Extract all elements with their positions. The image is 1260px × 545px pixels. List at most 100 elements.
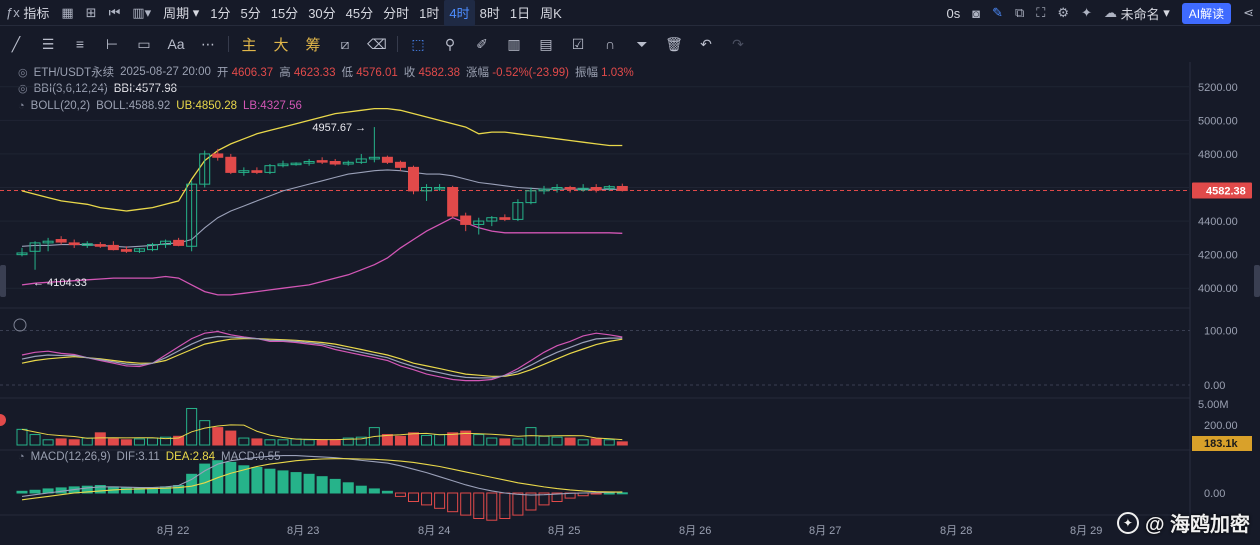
candle-body: [499, 217, 511, 220]
horizontal-line-icon[interactable]: ⊢: [105, 35, 119, 52]
period-dropdown[interactable]: 周期 ▾: [157, 0, 205, 26]
large-order-button[interactable]: 大: [273, 36, 289, 54]
volume-bar: [473, 434, 485, 446]
volume-bar: [107, 438, 119, 446]
macd-hist-bar: [29, 489, 41, 494]
layout-name-dropdown[interactable]: ☁ 未命名 ▾: [1098, 0, 1176, 26]
more-icon[interactable]: ⋯: [201, 35, 215, 52]
ai-interpret-button[interactable]: AI解读: [1181, 2, 1232, 24]
candle-type-icon[interactable]: ▥▾: [132, 4, 152, 20]
eye-icon[interactable]: ◎: [18, 66, 28, 79]
screenshot-icon[interactable]: ⧉: [1015, 5, 1025, 20]
low-marker-label: ← 4104.33: [33, 277, 87, 289]
volume-bar: [512, 438, 524, 446]
layout-name: 未命名: [1120, 6, 1160, 22]
macd-hist-bar: [186, 473, 198, 494]
share-icon[interactable]: ⋖: [1243, 5, 1254, 20]
fib-lines-icon[interactable]: ≡: [75, 36, 85, 52]
close-value: 4582.38: [418, 67, 461, 79]
checklist-icon[interactable]: ☑: [571, 35, 585, 52]
cloud-icon: ☁: [1103, 5, 1121, 20]
candle-settings-icon[interactable]: ▥: [507, 35, 521, 52]
macd-hist-bar: [525, 492, 537, 511]
candle-body: [355, 158, 367, 163]
macd-hist-bar: [133, 487, 145, 494]
clipboard-icon[interactable]: ▤: [539, 35, 553, 52]
select-cursor-icon[interactable]: ⬚: [411, 35, 425, 52]
bell-icon[interactable]: ◔: [18, 451, 25, 463]
candle-body: [538, 188, 550, 192]
candle-body: [264, 165, 276, 173]
layout-icon[interactable]: ⊞: [85, 4, 97, 20]
volume-bar: [616, 441, 628, 446]
macd-hist-bar: [212, 460, 224, 494]
macd-hist-bar: [290, 472, 302, 494]
macd-hist-bar: [107, 486, 119, 494]
volume-bar: [538, 435, 550, 446]
date-tick-label: 8月 28: [940, 525, 972, 537]
macd-dea-line: [21, 458, 623, 501]
volume-bar: [603, 439, 615, 446]
eraser-icon[interactable]: ⌫: [367, 35, 387, 52]
magnet-icon[interactable]: ∩: [604, 36, 616, 52]
macd-hist-bar: [173, 485, 185, 494]
main-force-button[interactable]: 主: [241, 36, 257, 54]
text-tool[interactable]: Aa: [167, 36, 185, 52]
timeframe-tab[interactable]: 5分: [240, 6, 261, 21]
redo-icon[interactable]: ↷: [732, 35, 744, 52]
volume-bar: [29, 434, 41, 446]
compare-icon[interactable]: ⧄: [340, 35, 350, 52]
filter-icon[interactable]: ⏷: [636, 35, 648, 52]
rewind-icon[interactable]: ⏮: [108, 4, 121, 20]
volume-bar: [434, 434, 446, 446]
parallel-lines-icon[interactable]: ☰: [41, 35, 55, 52]
camera-icon[interactable]: ◙: [972, 5, 981, 21]
bell-icon[interactable]: ◔: [18, 100, 25, 112]
settings-gear-icon[interactable]: ⚙: [1057, 5, 1070, 20]
indicators-button[interactable]: ƒx 指标: [0, 0, 55, 26]
timeframe-tab[interactable]: 4时: [444, 0, 475, 26]
watermark: ✦ @ 海鸥加密: [1116, 508, 1250, 537]
timeframe-tab[interactable]: 15分: [270, 6, 299, 21]
eye-icon[interactable]: ◎: [18, 83, 28, 95]
timeframe-tab[interactable]: 分时: [383, 6, 410, 21]
rectangle-icon[interactable]: ▭: [137, 35, 151, 52]
fullscreen-icon[interactable]: ⛶: [1036, 5, 1046, 20]
pencil-icon[interactable]: ✎: [992, 5, 1003, 20]
calendar-icon[interactable]: ▦: [61, 4, 74, 20]
timeframe-tab[interactable]: 1分: [210, 6, 231, 21]
macd-hist-bar: [277, 470, 289, 494]
brush-icon[interactable]: ✐: [476, 35, 488, 52]
volume-bar: [212, 427, 224, 446]
macd-hist-bar: [394, 492, 406, 497]
chip-distribution-button[interactable]: 筹: [305, 36, 321, 54]
timeframe-tab[interactable]: 30分: [308, 6, 336, 21]
volume-bar: [525, 427, 537, 446]
volume-bar: [186, 407, 198, 446]
candle-body: [303, 160, 315, 164]
timeframe-tab[interactable]: 1日: [509, 6, 531, 21]
macd-hist-bar: [590, 492, 602, 495]
high-label: 高: [279, 67, 291, 79]
undo-icon[interactable]: ↶: [700, 35, 712, 52]
volume-bar: [160, 436, 172, 446]
timeframe-tab[interactable]: 周K: [540, 6, 562, 21]
macd-hist-bar: [199, 463, 211, 494]
volume-bar: [408, 432, 419, 446]
volume-bar: [394, 435, 406, 446]
volume-bar: [381, 434, 393, 446]
drawing-toolbar: ╱ ☰ ≡ ⊢ ▭ Aa ⋯ 主 大 筹 ⧄ ⌫ ⬚ ⚲ ✐ ▥ ▤ ☑ ∩ ⏷…: [0, 30, 780, 58]
right-scroll-handle: [1254, 265, 1260, 297]
trend-line-icon[interactable]: ╱: [11, 35, 21, 52]
trash-icon[interactable]: 🗑: [665, 35, 683, 52]
timeframe-tab[interactable]: 1时: [419, 6, 440, 21]
timeframe-tab[interactable]: 45分: [345, 6, 374, 21]
magic-icon[interactable]: ✦: [1081, 5, 1092, 20]
link-icon[interactable]: ⚲: [444, 35, 456, 52]
low-label: 低: [341, 67, 353, 79]
timeframe-tab[interactable]: 8时: [479, 6, 500, 21]
current-price-text: 4582.38: [1206, 186, 1246, 198]
top-right-group: 0s ◙ ✎ ⧉ ⛶ ⚙ ✦ ☁ 未命名 ▾ AI解读 ⋖: [941, 0, 1260, 26]
macd-hist-bar: [551, 492, 563, 502]
